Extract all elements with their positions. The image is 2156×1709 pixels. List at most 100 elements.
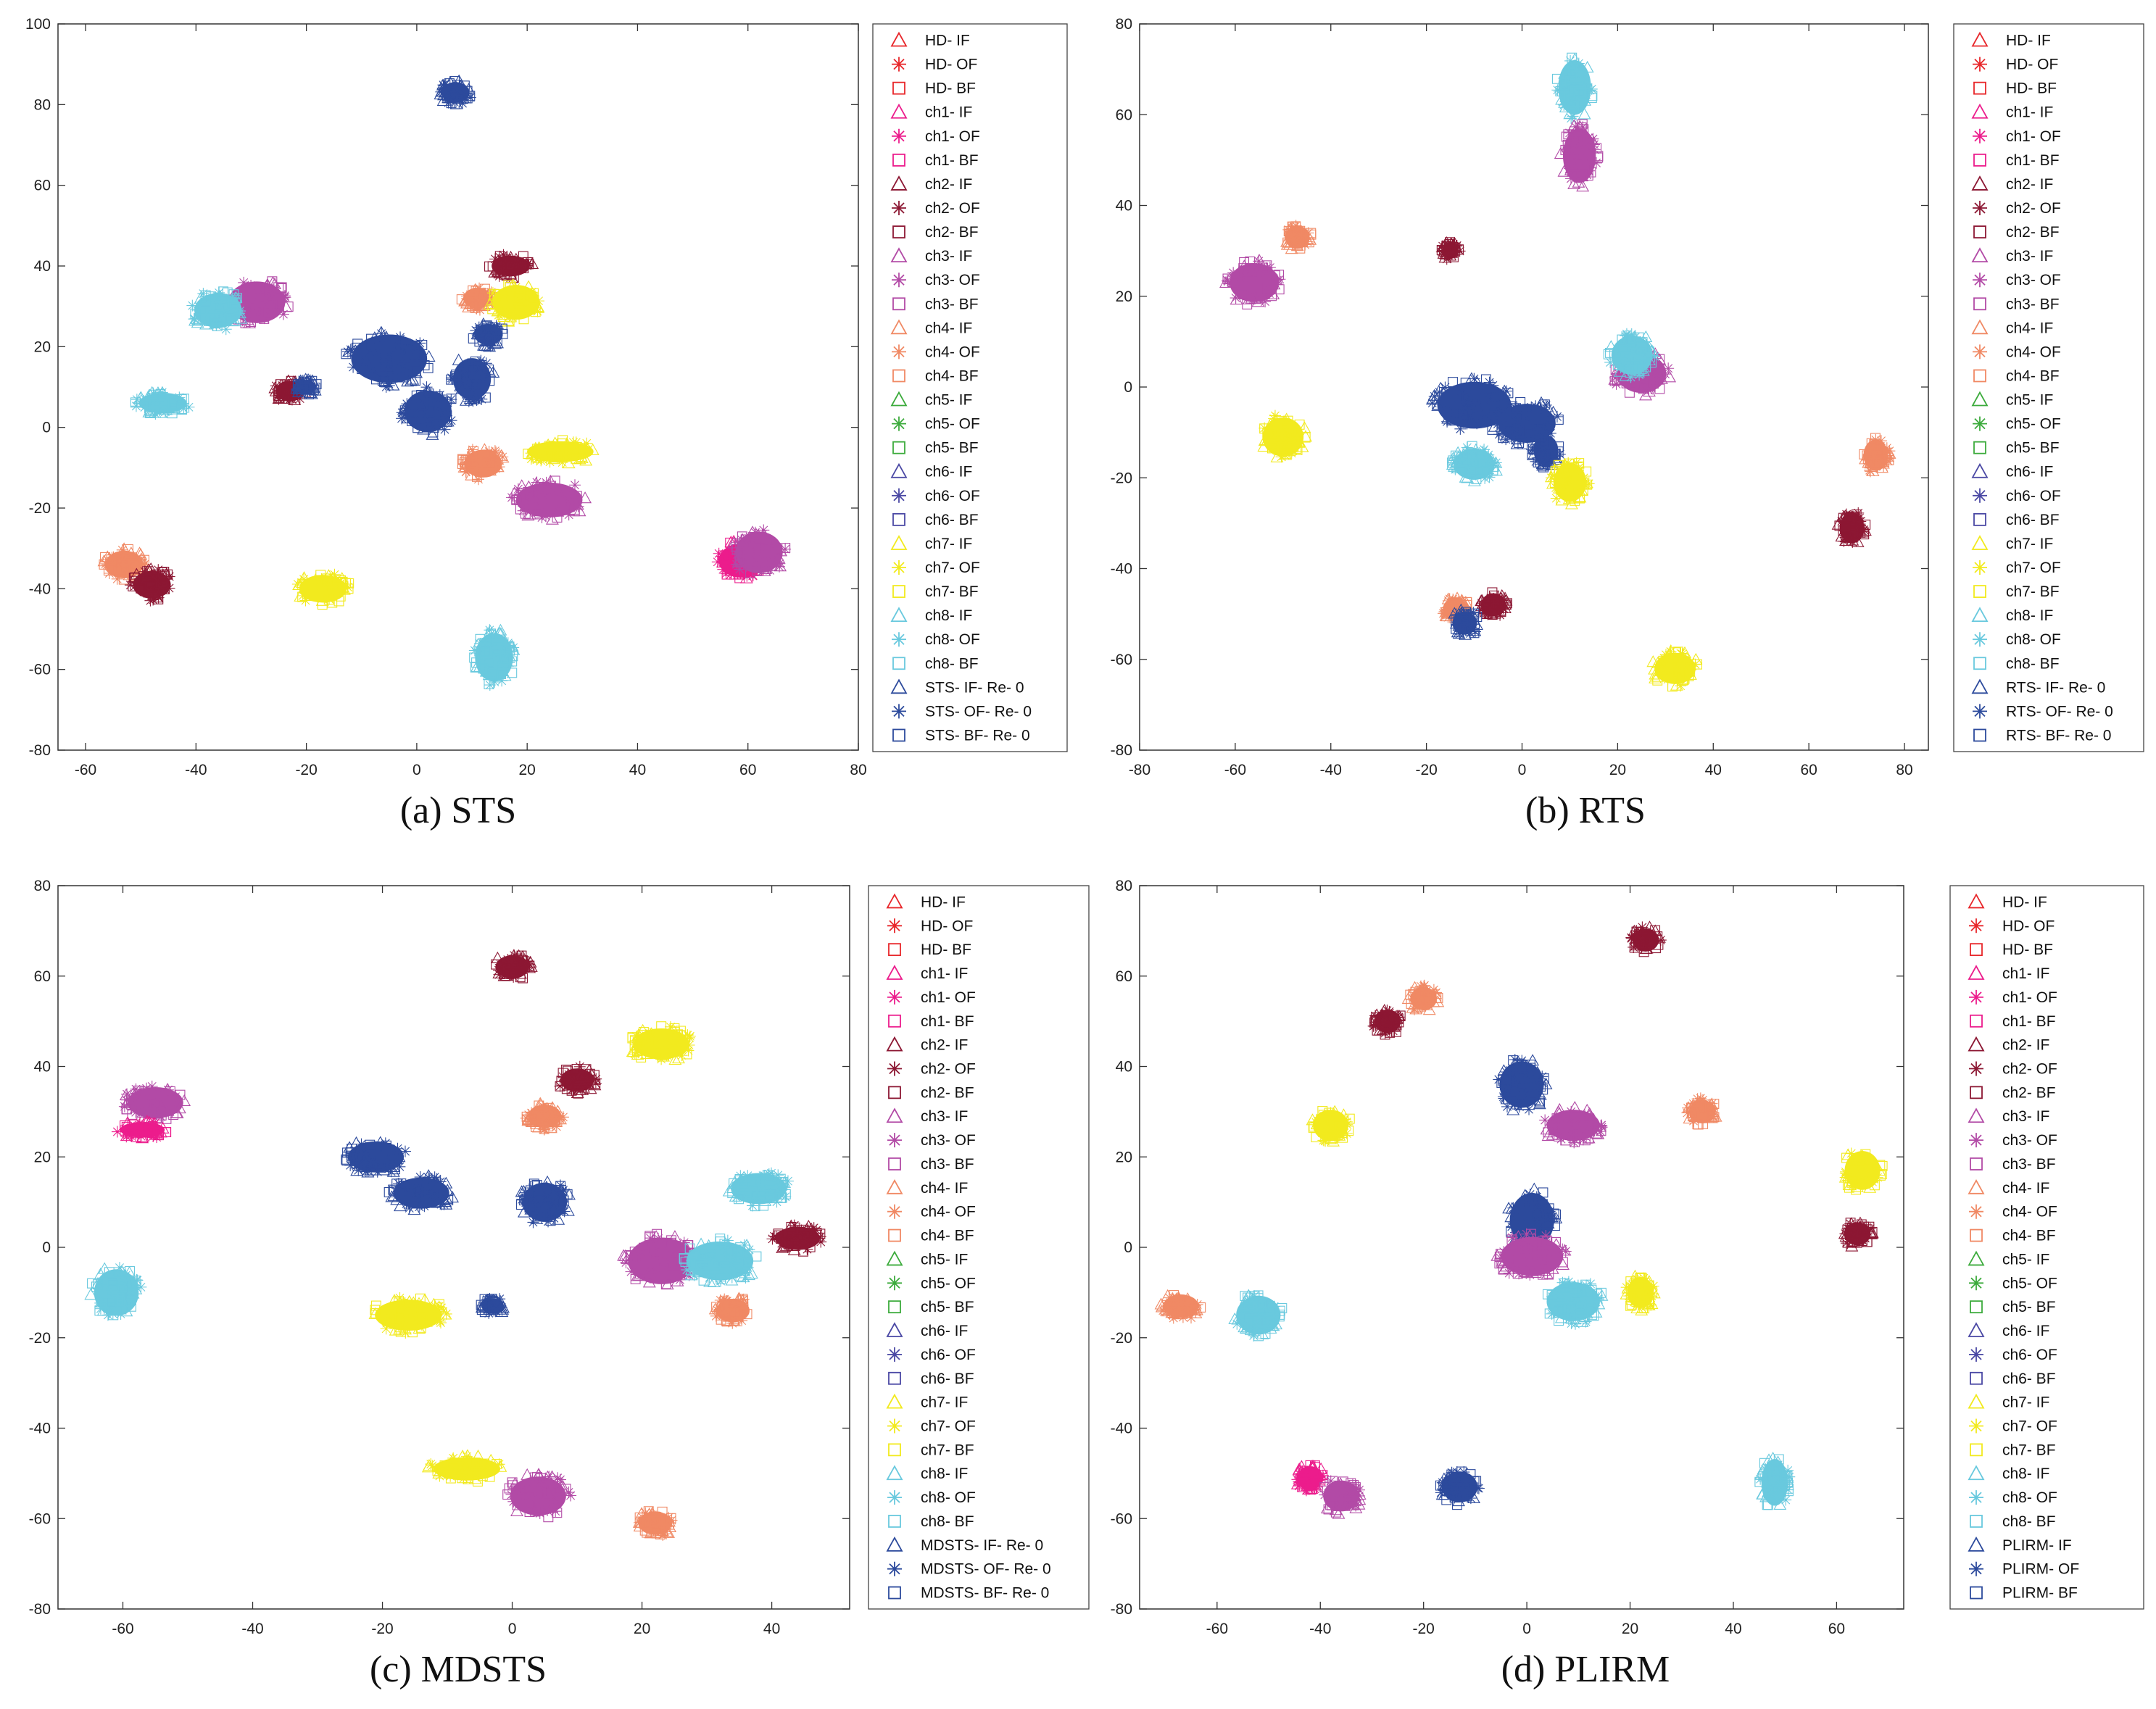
data-point — [302, 385, 314, 397]
data-point — [1591, 157, 1602, 169]
data-point — [1506, 1103, 1520, 1115]
data-point — [415, 1318, 428, 1331]
data-point — [746, 525, 759, 538]
data-point — [548, 1495, 562, 1508]
data-point — [1290, 235, 1303, 247]
data-point — [445, 415, 457, 427]
data-point — [228, 314, 241, 327]
cluster-ch3 — [502, 1468, 577, 1523]
legend-label: ch6- IF — [2006, 464, 2053, 481]
data-point — [93, 1279, 103, 1290]
data-point — [484, 624, 497, 636]
data-point — [1570, 1286, 1582, 1299]
cluster-method — [1526, 432, 1566, 473]
cluster-ch3 — [506, 474, 592, 525]
data-point — [1167, 1312, 1179, 1324]
data-point — [381, 1317, 393, 1329]
data-point — [666, 1032, 678, 1044]
data-point — [1256, 1327, 1269, 1339]
data-point — [531, 1109, 545, 1121]
data-point — [215, 296, 227, 308]
data-point — [527, 1216, 539, 1228]
data-point — [1441, 415, 1454, 428]
data-point — [1661, 667, 1675, 679]
data-point — [400, 1197, 412, 1210]
data-point — [1855, 527, 1866, 538]
data-point — [658, 1518, 671, 1531]
data-point — [1294, 419, 1305, 430]
data-point — [573, 1068, 585, 1081]
data-point — [121, 1115, 134, 1128]
data-point — [787, 1243, 801, 1255]
cluster-ch7 — [291, 568, 355, 610]
data-point — [1300, 432, 1311, 443]
data-point — [1324, 1107, 1337, 1119]
data-point — [1577, 485, 1588, 496]
data-point — [498, 654, 512, 666]
data-point — [1427, 984, 1440, 996]
data-point — [436, 1184, 449, 1196]
data-point — [147, 594, 159, 606]
data-point — [550, 449, 563, 461]
data-point — [762, 561, 774, 573]
data-point — [1567, 485, 1580, 497]
data-point — [1875, 435, 1887, 447]
data-point — [168, 1110, 179, 1120]
legend-label: STS- IF- Re- 0 — [925, 679, 1024, 696]
data-point — [1882, 455, 1894, 467]
y-tick-label: 80 — [34, 878, 51, 894]
data-point — [376, 328, 388, 340]
data-point — [1585, 1111, 1599, 1123]
data-point — [663, 1251, 673, 1262]
data-point — [1306, 1113, 1319, 1126]
x-tick-label: -60 — [1206, 1621, 1228, 1637]
data-point — [439, 415, 453, 427]
data-point — [1367, 1020, 1380, 1032]
data-point — [441, 1462, 454, 1474]
legend-marker — [886, 1036, 903, 1052]
data-point — [492, 458, 504, 470]
data-point — [341, 345, 355, 357]
data-point — [1840, 1237, 1852, 1249]
data-point — [441, 396, 454, 409]
data-point — [521, 1111, 532, 1122]
data-point — [771, 1187, 785, 1199]
data-point — [646, 1510, 658, 1523]
data-point — [722, 1184, 736, 1197]
data-point — [234, 312, 248, 324]
x-tick-label: 60 — [1800, 762, 1817, 778]
data-point — [1461, 417, 1473, 430]
data-point — [238, 276, 250, 288]
data-point — [1243, 1296, 1256, 1308]
data-point — [497, 451, 509, 463]
legend-label: ch2- BF — [925, 224, 979, 241]
data-point — [342, 1147, 352, 1158]
legend-label: ch5- OF — [2006, 416, 2061, 433]
data-point — [1522, 1243, 1533, 1254]
data-point — [1523, 1228, 1537, 1241]
data-point — [407, 1203, 421, 1215]
data-point — [468, 333, 478, 344]
data-point — [278, 390, 290, 402]
data-point — [381, 1304, 394, 1317]
data-point — [359, 1147, 371, 1160]
data-point — [526, 1114, 537, 1125]
data-point — [188, 314, 202, 326]
data-point — [267, 299, 278, 309]
cluster-ch8 — [468, 623, 521, 691]
data-point — [648, 1031, 660, 1044]
data-point — [524, 960, 538, 972]
data-point — [651, 1518, 663, 1531]
legend-label: ch4- OF — [925, 344, 980, 360]
x-tick-label: -80 — [1129, 762, 1150, 778]
data-point — [347, 361, 360, 373]
data-point — [1526, 1054, 1540, 1066]
legend-label: ch4- OF — [921, 1204, 976, 1221]
data-point — [1863, 444, 1877, 456]
data-point — [1518, 1081, 1530, 1094]
legend-marker — [1973, 153, 1986, 167]
legend-marker — [887, 1204, 902, 1219]
data-point — [1280, 417, 1293, 429]
cluster-ch2 — [491, 949, 538, 984]
